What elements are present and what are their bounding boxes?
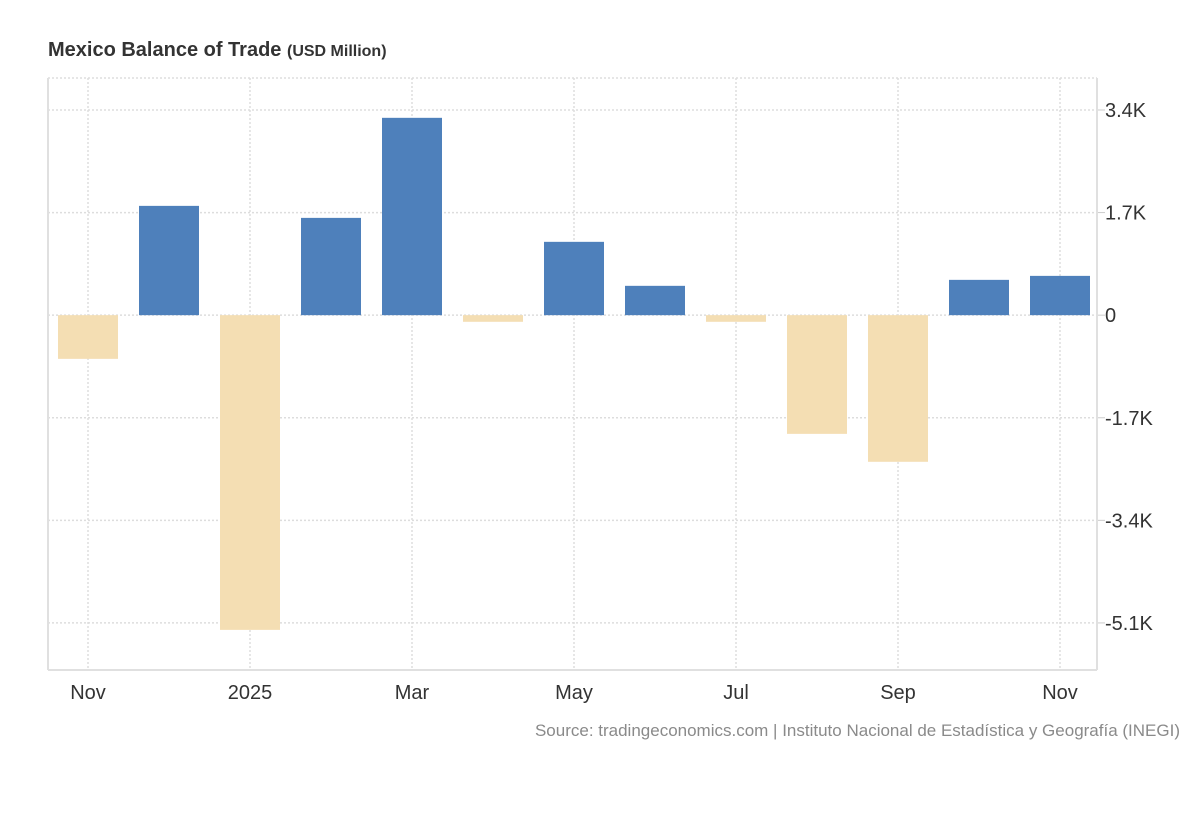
bar-dec-2024 <box>139 205 199 316</box>
x-tick-label: Sep <box>880 682 916 704</box>
bar-feb-2025 <box>301 217 361 316</box>
y-tick-label: -1.7K <box>1105 408 1153 430</box>
x-tick-label: 2025 <box>228 682 273 704</box>
bar-apr-2025 <box>463 315 523 322</box>
x-tick-label: May <box>555 682 593 704</box>
y-tick-label: 0 <box>1105 305 1116 327</box>
chart-title: Mexico Balance of Trade (USD Million) <box>48 39 387 62</box>
bar-may-2025 <box>544 241 604 316</box>
y-tick-label: -3.4K <box>1105 510 1153 532</box>
bar-nov-2025 <box>1030 275 1090 316</box>
y-tick-label: 1.7K <box>1105 203 1147 225</box>
x-tick-label: Mar <box>395 682 430 704</box>
chart-title-text: Mexico Balance of Trade <box>48 39 282 61</box>
source-note: Source: tradingeconomics.com | Instituto… <box>534 721 1180 740</box>
y-tick-label: 3.4K <box>1105 100 1147 122</box>
x-tick-label: Nov <box>70 682 106 704</box>
x-tick-label: Nov <box>1042 682 1078 704</box>
bar-oct-2025 <box>949 279 1009 316</box>
bar-jun-2025 <box>625 285 685 316</box>
y-tick-label: -5.1K <box>1105 613 1153 635</box>
bar-jan-2025 <box>220 315 280 630</box>
bar-mar-2025 <box>382 117 442 316</box>
bar-nov-2024 <box>58 315 118 359</box>
chart-unit: (USD Million) <box>286 43 387 60</box>
bar-aug-2025 <box>787 315 847 434</box>
x-tick-label: Jul <box>723 682 749 704</box>
bar-jul-2025 <box>706 315 766 322</box>
bar-sep-2025 <box>868 315 928 462</box>
